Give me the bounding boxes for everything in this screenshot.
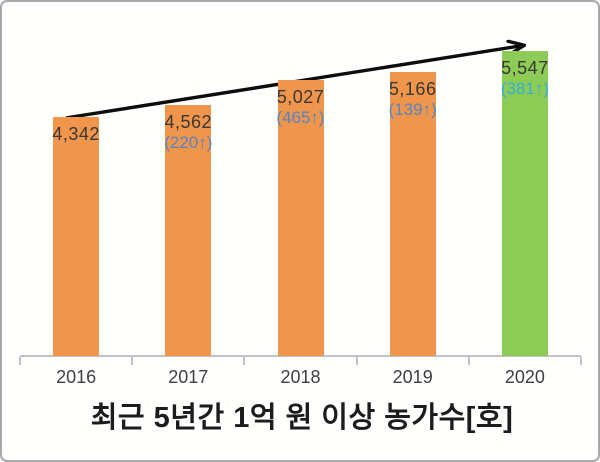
- bar-value-label-2016: 4,342: [52, 124, 100, 145]
- bar-2018: [277, 79, 324, 356]
- bar-value-label-2017: 4,562: [164, 112, 213, 133]
- bar-2019: [389, 71, 436, 356]
- x-tick-label-2018: 2018: [280, 367, 321, 387]
- bar-value-label-2018: 5,027: [276, 86, 325, 107]
- x-axis-tick: [355, 357, 358, 365]
- bar-2020: [501, 51, 548, 356]
- x-axis-tick: [131, 357, 134, 365]
- bar-2017: [165, 105, 212, 356]
- bar-delta-label-2018: (465↑): [276, 107, 325, 127]
- bar-delta-label-2019: (139↑): [388, 99, 437, 119]
- x-tick-label-2019: 2019: [392, 367, 433, 387]
- x-axis-tick: [580, 357, 582, 365]
- x-tick-label-2016: 2016: [56, 367, 97, 387]
- x-axis-line: [20, 355, 581, 357]
- bar-delta-label-2017: (220↑): [164, 133, 213, 153]
- x-axis-tick: [243, 357, 246, 365]
- bar-value-label-2020: 5,547: [501, 58, 549, 78]
- x-axis-tick: [19, 357, 21, 365]
- bar-2016: [53, 117, 100, 356]
- x-axis-tick: [467, 357, 470, 365]
- x-tick-label-2020: 2020: [504, 367, 545, 387]
- bar-value-label-2019: 5,166: [388, 78, 437, 99]
- x-tick-label-2017: 2017: [168, 367, 209, 387]
- chart-title: 최근 5년간 1억 원 이상 농가수[호]: [90, 402, 514, 434]
- bar-delta-label-2020: (381↑): [500, 79, 549, 98]
